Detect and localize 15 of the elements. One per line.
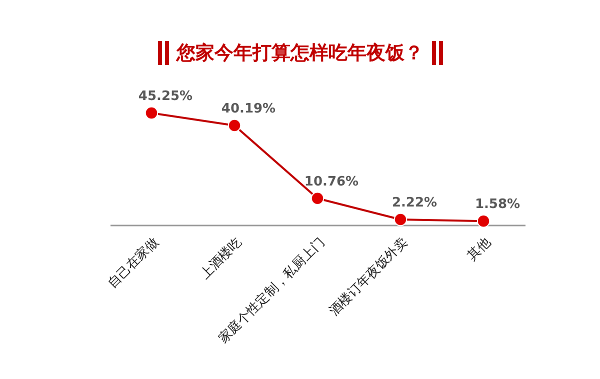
x-tick-label: 上酒楼吃 [198, 234, 245, 282]
data-label: 40.19% [221, 102, 276, 117]
data-label: 10.76% [304, 174, 359, 190]
point [310, 192, 324, 205]
data-label: 2.22% [392, 196, 438, 211]
chart-title: 您家今年打算怎样吃年夜饭？ [176, 40, 424, 66]
point [144, 106, 158, 120]
point [228, 118, 242, 132]
data-label: 1.58% [474, 197, 520, 212]
x-tick-label: 酒楼订年夜饭外卖 [326, 234, 411, 319]
point [476, 214, 490, 228]
data-label: 45.25% [138, 89, 193, 104]
x-tick-label: 自己在家做 [104, 234, 162, 292]
point [394, 212, 408, 226]
x-tick-label: 其他 [464, 234, 494, 264]
